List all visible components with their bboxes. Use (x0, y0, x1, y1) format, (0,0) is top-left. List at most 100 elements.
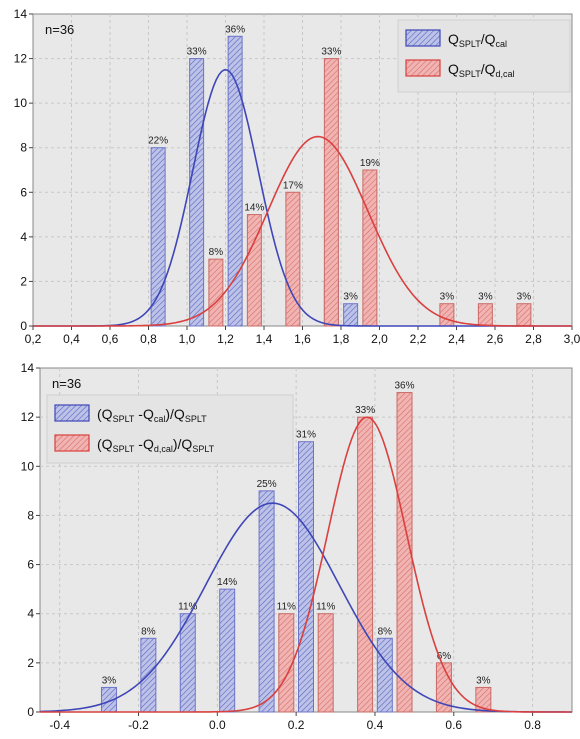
x-tick-label: 0,4 (63, 332, 80, 346)
legend-swatch-red (405, 59, 441, 77)
histogram-bar-red (475, 686, 492, 713)
legend-text-part: SPLT (185, 414, 207, 424)
x-tick-label: 1,2 (217, 332, 234, 346)
y-tick-label: 2 (27, 656, 34, 670)
legend-text-part: cal (154, 414, 166, 424)
x-tick-label: -0.2 (128, 718, 149, 732)
bar-percent-label: 11% (316, 602, 335, 613)
bar-percent-label: 8% (141, 626, 156, 637)
legend-text-part: Q (448, 61, 459, 77)
legend-text-part: SPLT (459, 39, 481, 49)
x-tick-label: 0.8 (524, 718, 541, 732)
histogram-bar-blue (298, 441, 314, 713)
histogram-bar-blue (376, 637, 393, 713)
y-tick-label: 8 (27, 508, 34, 522)
legend-text-part: d,cal (154, 444, 173, 454)
sample-size-label: n=36 (52, 376, 81, 391)
y-tick-label: 4 (20, 230, 27, 244)
legend-text-part: d,cal (496, 69, 515, 79)
legend-text-part: SPLT (113, 414, 135, 424)
normal-curve-blue (39, 502, 572, 713)
histogram-bar-blue (219, 588, 236, 713)
bar-percent-label: 3% (517, 292, 532, 303)
legend-swatch-blue (54, 404, 90, 422)
histogram-bar-red (317, 613, 334, 713)
normal-curve-red (40, 416, 572, 713)
legend-text-part: /Q (481, 61, 496, 77)
x-tick-label: 0.2 (288, 718, 305, 732)
histogram-bar-blue (343, 303, 359, 327)
y-tick-label: 6 (20, 185, 27, 199)
bar-percent-label: 33% (355, 405, 375, 416)
x-tick-label: 1,4 (256, 332, 273, 346)
histogram-bar-red (396, 392, 413, 713)
histogram-bar-red (516, 303, 532, 327)
histogram-bar-red (477, 303, 493, 327)
x-tick-label: 1,8 (333, 332, 350, 346)
bar-percent-label: 36% (225, 24, 245, 35)
histogram-bar-red (285, 191, 301, 327)
x-tick-label: 0.0 (209, 718, 226, 732)
bar-percent-label: 31% (296, 430, 316, 441)
bar-percent-label: 11% (277, 602, 296, 613)
x-tick-label: 0.4 (367, 718, 384, 732)
y-tick-label: 8 (20, 141, 27, 155)
x-tick-label: 0.6 (445, 718, 462, 732)
x-tick-label: 1,0 (179, 332, 196, 346)
bar-percent-label: 19% (360, 158, 380, 169)
bottom-histogram-panel: 0 2 4 6 8 10 12 14 -0.4 -0.2 0.0 0.2 0.4 0.6 0.8 3% 8% 11… (21, 361, 573, 732)
y-tick-label: 6 (27, 558, 34, 572)
bar-percent-label: 3% (478, 292, 493, 303)
x-tick-label: 2,4 (448, 332, 465, 346)
y-tick-label: 14 (21, 361, 35, 375)
histogram-bar-red (357, 416, 374, 713)
normal-curve-blue (33, 69, 572, 327)
bar-percent-label: 3% (440, 292, 455, 303)
y-tick-label: 12 (14, 52, 28, 66)
bar-percent-label: 17% (283, 180, 303, 191)
y-tick-label: 0 (20, 319, 27, 333)
x-tick-label: 2,8 (525, 332, 542, 346)
legend-text-part: -Q (134, 436, 154, 452)
legend-text-part: (Q (97, 406, 113, 422)
legend-entry-blue: QSPLT/Qcal (448, 31, 507, 49)
histogram-bar-red (246, 214, 262, 327)
y-tick-label: 2 (20, 274, 27, 288)
y-tick-label: 0 (27, 705, 34, 719)
x-tick-label: 0,6 (102, 332, 119, 346)
legend-text-part: cal (496, 39, 508, 49)
legend-text-part: -Q (134, 406, 154, 422)
legend-text-part: SPLT (459, 69, 481, 79)
histogram-bar-red (323, 58, 339, 327)
histogram-bar-red (278, 613, 295, 713)
histogram-bar-blue (227, 35, 243, 327)
legend: (QSPLT -Qcal)/QSPLT(QSPLT -Qd,cal)/QSPLT (46, 394, 294, 464)
histogram-bar-blue (258, 490, 275, 713)
x-tick-label: 2,2 (410, 332, 427, 346)
bar-percent-label: 3% (102, 675, 117, 686)
histogram-bar-blue (189, 58, 205, 327)
bar-percent-label: 14% (244, 203, 264, 214)
x-tick-label: 0,8 (140, 332, 157, 346)
bar-percent-label: 36% (395, 381, 415, 392)
x-tick-label: 2,6 (487, 332, 504, 346)
legend-text-part: )/Q (173, 436, 193, 452)
legend-text-part: Q (448, 31, 459, 47)
bar-percent-label: 22% (148, 136, 168, 147)
bar-percent-label: 6% (437, 651, 452, 662)
legend-swatch-red (54, 434, 90, 452)
bar-percent-label: 25% (257, 479, 277, 490)
bar-percent-label: 14% (217, 577, 237, 588)
bar-percent-label: 11% (178, 602, 197, 613)
x-tick-label: 0,2 (25, 332, 42, 346)
legend-text-part: (Q (97, 436, 113, 452)
normal-curve-red (33, 135, 572, 327)
histogram-bar-red (439, 303, 455, 327)
x-tick-label: 2,0 (371, 332, 388, 346)
y-tick-label: 12 (21, 410, 35, 424)
legend-text-part: )/Q (165, 406, 185, 422)
legend-entry-blue: (QSPLT -Qcal)/QSPLT (97, 406, 207, 424)
